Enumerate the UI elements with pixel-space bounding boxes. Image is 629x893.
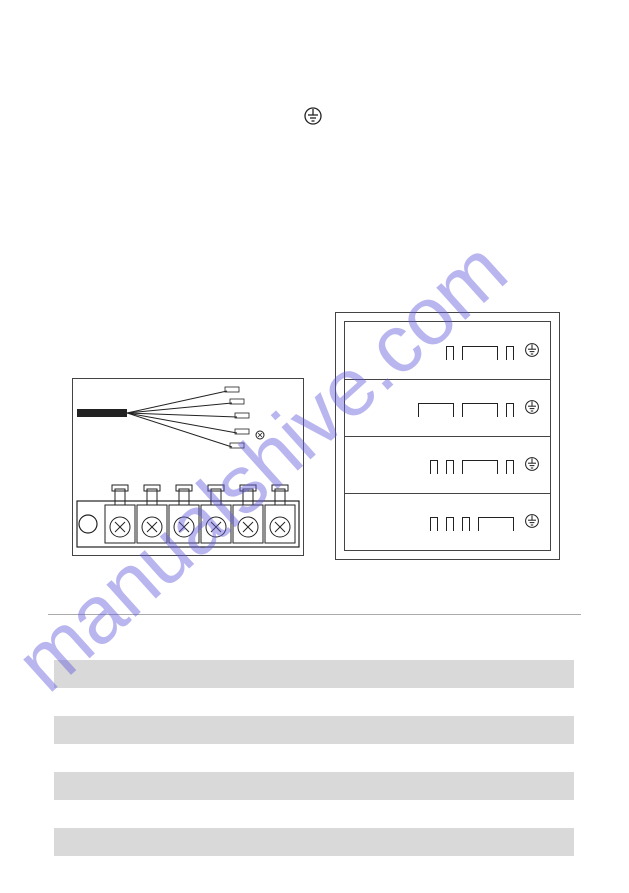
- table-cell: [54, 828, 354, 856]
- table-cell: [354, 800, 574, 828]
- table-row: [54, 688, 574, 716]
- figure-wiring: [72, 378, 304, 556]
- table-cell: [354, 744, 574, 772]
- table-cell: [54, 716, 354, 744]
- ground-icon: [524, 456, 540, 477]
- table-row: [54, 716, 574, 744]
- table-row: [54, 772, 574, 800]
- table-cell: [354, 660, 574, 688]
- table-cell: [354, 772, 574, 800]
- scheme-row: [345, 436, 550, 493]
- terminal-block-icon: [75, 483, 303, 551]
- table-cell: [354, 828, 574, 856]
- table-row: [54, 800, 574, 828]
- ground-icon: [524, 342, 540, 363]
- section-divider: [48, 614, 581, 615]
- table-cell: [54, 660, 354, 688]
- scheme-row: [345, 322, 550, 379]
- ground-icon: [524, 513, 540, 534]
- table-cell: [54, 744, 354, 772]
- cable-wires-icon: [77, 383, 301, 473]
- ground-icon: [524, 399, 540, 420]
- table-row: [54, 744, 574, 772]
- table-row: [54, 660, 574, 688]
- table-cell: [354, 716, 574, 744]
- scheme-row: [345, 493, 550, 550]
- scheme-row: [345, 379, 550, 436]
- spec-table: [54, 660, 574, 856]
- ground-symbol: [303, 106, 323, 131]
- table-cell: [54, 688, 354, 716]
- table-row: [54, 828, 574, 856]
- table-cell: [354, 688, 574, 716]
- table-cell: [54, 800, 354, 828]
- table-cell: [54, 772, 354, 800]
- figure-connection-schemes: [335, 312, 560, 560]
